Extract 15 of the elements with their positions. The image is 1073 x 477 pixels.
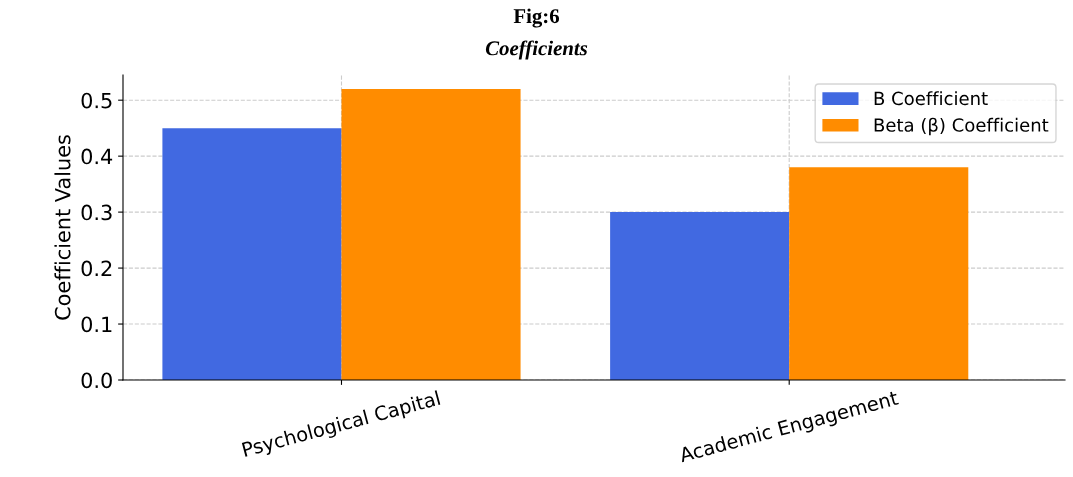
bar [341, 88, 521, 380]
bar [610, 212, 790, 380]
y-tick-label: 0.1 [81, 316, 112, 333]
y-tick-label: 0.4 [81, 148, 113, 165]
bar [162, 128, 342, 380]
y-tick-label: 0.0 [81, 372, 112, 389]
y-tick-label: 0.2 [81, 260, 112, 277]
y-tick-label: 0.5 [81, 92, 112, 109]
chart-subtitle: Coefficients [485, 40, 588, 60]
chart-title: Fig:6 [513, 8, 560, 28]
legend-label: Beta (β) Coefficient [874, 117, 1049, 136]
legend-label: B Coefficient [874, 91, 988, 106]
bar [789, 167, 969, 380]
y-tick-label: 0.3 [81, 204, 112, 221]
y-axis-title: Coefficient Values [54, 135, 71, 320]
